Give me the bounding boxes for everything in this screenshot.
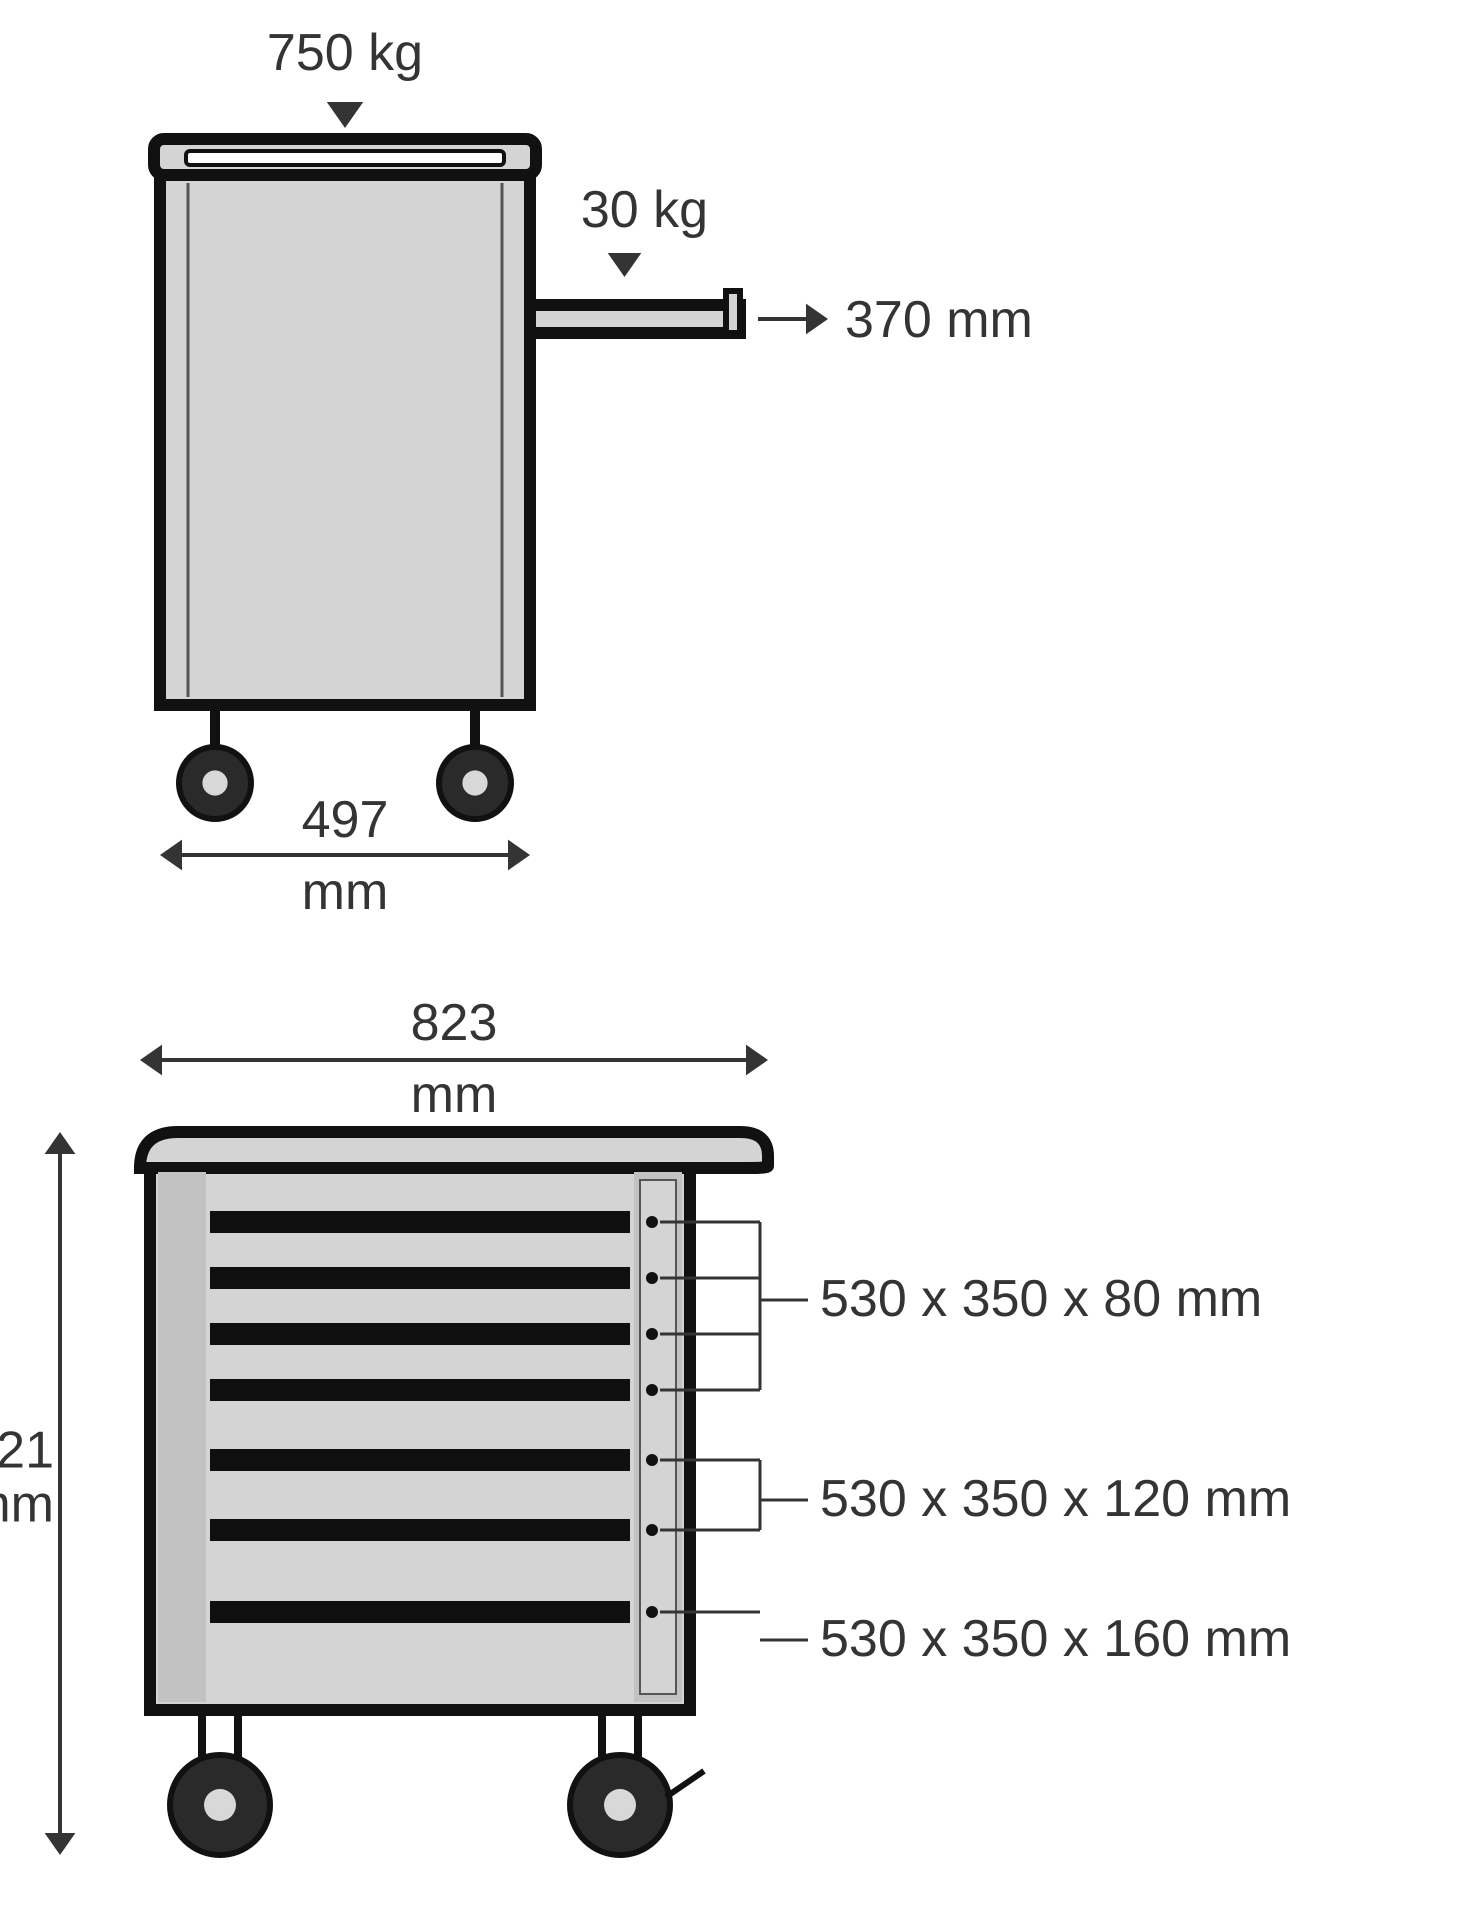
svg-text:mm: mm — [411, 1066, 498, 1124]
front-body — [150, 1168, 690, 1710]
svg-text:mm: mm — [302, 863, 389, 921]
svg-text:mm: mm — [0, 1476, 54, 1534]
label-height: 1021 — [0, 1422, 54, 1480]
label-load-main: 750 kg — [267, 24, 423, 82]
side-body — [160, 175, 530, 705]
label-width: 823 — [411, 994, 498, 1052]
side-view — [154, 102, 828, 870]
label-drawer-small: 530 x 350 x 80 mm — [820, 1270, 1262, 1328]
label-drawer-large: 530 x 350 x 160 mm — [820, 1610, 1291, 1668]
label-depth: 497 — [302, 791, 389, 849]
side-shelf — [530, 305, 740, 333]
label-drawer-medium: 530 x 350 x 120 mm — [820, 1470, 1291, 1528]
front-view — [45, 1045, 808, 1855]
label-load-shelf: 30 kg — [581, 181, 708, 239]
label-shelf-extension: 370 mm — [845, 291, 1033, 349]
